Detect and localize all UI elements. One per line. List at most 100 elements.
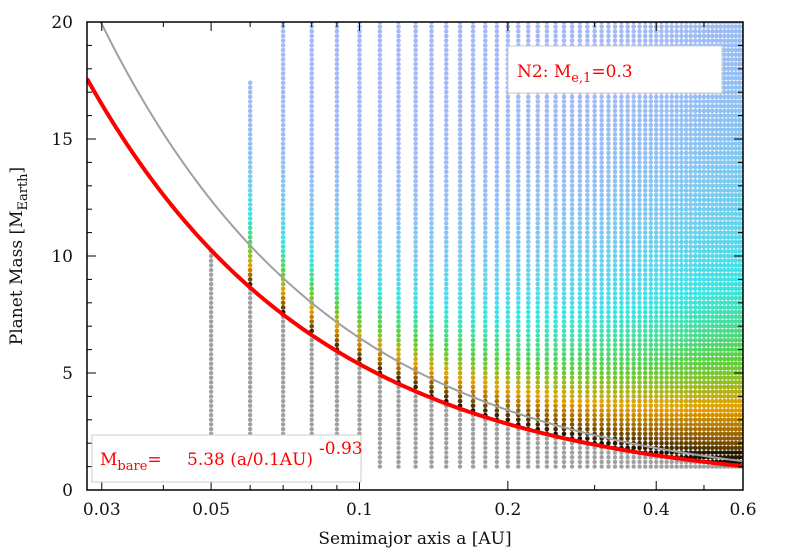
atmosphere-point	[505, 286, 511, 292]
atmosphere-point	[692, 403, 698, 409]
bare-point	[612, 450, 618, 455]
atmosphere-point	[674, 244, 679, 249]
atmosphere-point	[714, 197, 719, 203]
bare-point	[377, 464, 383, 469]
atmosphere-point	[664, 132, 669, 137]
atmosphere-point	[396, 291, 401, 296]
bare-point	[444, 408, 449, 413]
atmosphere-point	[688, 351, 694, 357]
bare-point	[577, 459, 583, 465]
atmosphere-point	[606, 422, 611, 427]
atmosphere-point	[535, 234, 541, 240]
atmosphere-point	[718, 216, 723, 221]
bare-point	[516, 436, 521, 441]
atmosphere-point	[714, 356, 719, 362]
atmosphere-point	[648, 314, 654, 320]
atmosphere-point	[515, 417, 521, 423]
atmosphere-point	[357, 178, 362, 184]
atmosphere-point	[674, 230, 679, 235]
atmosphere-point	[606, 197, 611, 203]
atmosphere-point	[669, 141, 674, 146]
atmosphere-point	[443, 305, 449, 310]
bare-point	[247, 417, 253, 422]
atmosphere-point	[505, 337, 511, 343]
atmosphere-point	[334, 47, 340, 53]
atmosphere-point	[606, 351, 611, 357]
atmosphere-point	[515, 267, 521, 273]
atmosphere-point	[413, 202, 418, 207]
atmosphere-point	[637, 323, 642, 329]
atmosphere-point	[544, 38, 550, 44]
atmosphere-point	[553, 174, 558, 179]
atmosphere-point	[625, 337, 630, 343]
atmosphere-point	[714, 164, 719, 170]
atmosphere-point	[688, 178, 694, 184]
atmosphere-point	[553, 230, 558, 235]
atmosphere-point	[722, 225, 727, 231]
atmosphere-point	[631, 426, 636, 432]
bare-point	[619, 464, 624, 469]
atmosphere-point	[722, 249, 727, 254]
atmosphere-point	[701, 286, 707, 292]
atmosphere-point	[674, 347, 679, 352]
atmosphere-point	[443, 141, 449, 146]
atmosphere-point	[553, 113, 558, 118]
atmosphere-point	[612, 337, 618, 343]
atmosphere-point	[659, 281, 664, 287]
atmosphere-point	[664, 136, 669, 142]
atmosphere-point	[544, 136, 550, 142]
atmosphere-point	[561, 263, 567, 268]
atmosphere-point	[470, 286, 476, 292]
atmosphere-point	[429, 52, 434, 58]
bare-point	[247, 384, 253, 390]
atmosphere-point	[612, 347, 618, 352]
atmosphere-point	[664, 300, 669, 306]
atmosphere-point	[710, 258, 715, 263]
atmosphere-point	[457, 174, 463, 179]
atmosphere-point	[525, 342, 531, 348]
atmosphere-point	[710, 347, 715, 352]
atmosphere-point	[377, 113, 383, 118]
atmosphere-point	[429, 117, 434, 123]
atmosphere-point	[535, 24, 541, 29]
atmosphere-point	[357, 164, 362, 170]
atmosphere-point	[642, 132, 648, 137]
atmosphere-point	[599, 394, 604, 399]
bare-point	[413, 464, 418, 469]
atmosphere-point	[577, 113, 583, 118]
atmosphere-point	[515, 314, 521, 320]
atmosphere-point	[710, 445, 715, 451]
atmosphere-point	[569, 113, 575, 118]
atmosphere-point	[714, 436, 719, 441]
atmosphere-point	[544, 408, 550, 413]
atmosphere-point	[309, 160, 315, 165]
atmosphere-point	[413, 146, 418, 151]
atmosphere-point	[729, 211, 735, 217]
bare-point	[505, 455, 511, 460]
atmosphere-point	[470, 94, 476, 100]
atmosphere-point	[697, 94, 702, 100]
atmosphere-point	[505, 174, 511, 179]
atmosphere-point	[683, 202, 689, 207]
atmosphere-point	[674, 384, 679, 390]
atmosphere-point	[357, 47, 362, 53]
atmosphere-point	[544, 295, 550, 301]
atmosphere-point	[710, 122, 715, 128]
atmosphere-point	[515, 398, 521, 404]
atmosphere-point	[515, 337, 521, 343]
atmosphere-point	[334, 188, 340, 193]
atmosphere-point	[413, 61, 418, 67]
atmosphere-point	[725, 305, 731, 310]
atmosphere-point	[457, 71, 463, 76]
atmosphere-point	[413, 178, 418, 184]
atmosphere-point	[544, 24, 550, 29]
atmosphere-point	[722, 127, 727, 132]
atmosphere-point	[705, 403, 711, 409]
atmosphere-point	[505, 206, 511, 212]
atmosphere-point	[544, 426, 550, 432]
atmosphere-point	[637, 216, 642, 221]
bare-point	[505, 445, 511, 451]
atmosphere-point	[648, 394, 654, 399]
atmosphere-point	[705, 309, 711, 315]
atmosphere-point	[688, 431, 694, 437]
